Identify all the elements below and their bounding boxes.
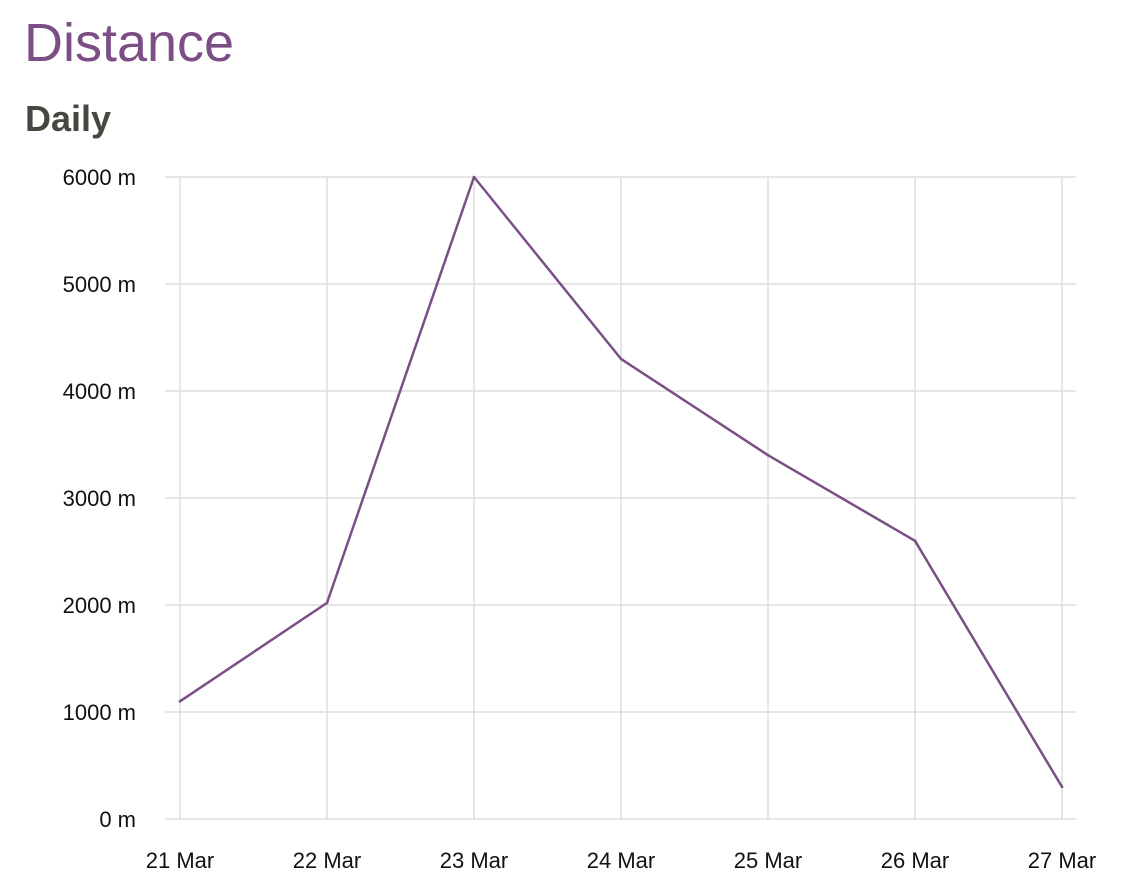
x-tick-label: 27 Mar xyxy=(1028,848,1096,873)
data-point xyxy=(913,539,917,543)
y-tick-label: 2000 m xyxy=(63,593,136,618)
data-point xyxy=(1060,785,1064,789)
y-tick-label: 1000 m xyxy=(63,700,136,725)
grid-lines xyxy=(165,176,1076,820)
y-axis-tick-labels: 0 m 1000 m 2000 m 3000 m 4000 m 5000 m 6000 m xyxy=(63,165,136,832)
data-point xyxy=(619,357,623,361)
data-point xyxy=(472,175,476,179)
x-tick-label: 25 Mar xyxy=(734,848,802,873)
section-title: Daily xyxy=(25,98,112,139)
y-tick-label: 3000 m xyxy=(63,486,136,511)
x-tick-label: 26 Mar xyxy=(881,848,949,873)
x-tick-label: 22 Mar xyxy=(293,848,361,873)
y-tick-label: 5000 m xyxy=(63,272,136,297)
data-point xyxy=(178,700,182,703)
x-tick-label: 21 Mar xyxy=(146,848,214,873)
y-tick-label: 0 m xyxy=(99,807,136,832)
data-point xyxy=(766,453,770,457)
y-tick-label: 6000 m xyxy=(63,165,136,190)
x-tick-label: 23 Mar xyxy=(440,848,508,873)
data-point xyxy=(325,601,329,605)
x-axis-tick-labels: 21 Mar 22 Mar 23 Mar 24 Mar 25 Mar 26 Mar 27 M… xyxy=(146,848,1096,873)
series-layer xyxy=(178,175,1064,789)
page-title: Distance xyxy=(24,13,235,73)
y-tick-label: 4000 m xyxy=(63,379,136,404)
x-tick-label: 24 Mar xyxy=(587,848,655,873)
